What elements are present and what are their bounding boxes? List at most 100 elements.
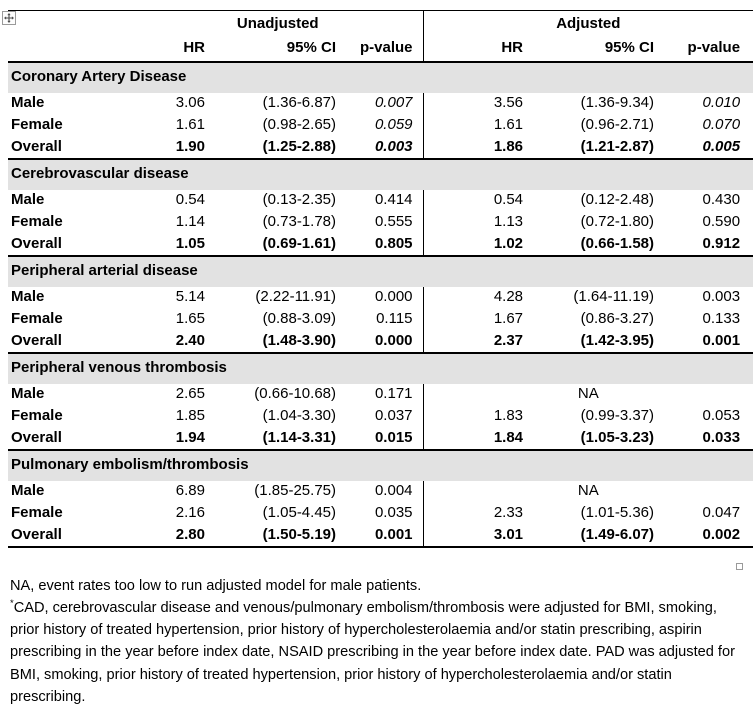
column-header-row: HR 95% CI p-value HR 95% CI p-value	[8, 36, 753, 62]
row-label: Male	[11, 482, 45, 500]
adjusted-ci-cell: (0.86-3.27)	[580, 310, 655, 328]
data-row-female: Female 1.61 (0.98-2.65) 0.059 1.61 (0.96-2.71…	[8, 114, 753, 137]
unadjusted-pvalue-cell: 0.004	[346, 480, 424, 503]
adjusted-ci-cell: (0.12-2.48)	[580, 191, 655, 209]
row-label: Overall	[11, 234, 62, 252]
row-label: Overall	[11, 428, 62, 446]
unadjusted-pvalue-cell: 0.000	[346, 286, 424, 309]
unadjusted-ci-cell: (0.98-2.65)	[262, 116, 336, 134]
data-row-female: Female 1.65 (0.88-3.09) 0.115 1.67 (0.86-3.27…	[8, 308, 753, 331]
section-header-row: Peripheral venous thrombosis	[8, 352, 754, 384]
adjusted-ci-cell: (1.01-5.36)	[580, 504, 655, 522]
data-row-overall: Overall 1.90 (1.25-2.88) 0.003 1.86 (1.21-2.8…	[8, 136, 753, 159]
section-title: Peripheral venous thrombosis	[11, 359, 227, 377]
adjusted-ci-cell: (1.49-6.07)	[580, 525, 655, 543]
unadjusted-pvalue-cell: 0.007	[346, 92, 424, 115]
section-header-row: Pulmonary embolism/thrombosis	[8, 449, 754, 481]
group-header-row: Unadjusted Adjusted	[8, 10, 753, 37]
unadjusted-pvalue-cell: 0.059	[346, 114, 424, 137]
adjusted-ci-cell: (1.64-11.19)	[573, 288, 655, 306]
adjusted-ci-cell: (0.66-1.58)	[580, 234, 655, 252]
adjusted-hr-cell: 1.83	[493, 407, 524, 425]
document-page: Unadjusted Adjusted HR 95% CI p-value HR…	[0, 10, 754, 728]
unadjusted-ci-cell: (0.13-2.35)	[262, 191, 336, 209]
data-row-overall: Overall 1.94 (1.14-3.31) 0.015 1.84 (1.05-3.2…	[8, 427, 753, 450]
adjusted-pvalue-cell: 0.590	[702, 213, 741, 231]
unadjusted-hr-cell: 5.14	[175, 288, 205, 306]
adjusted-pvalue-header: p-value	[687, 39, 741, 57]
footnote-adjustments-text: CAD, cerebrovascular disease and venous/…	[10, 599, 735, 705]
unadjusted-hr-cell: 1.94	[175, 428, 205, 446]
unadjusted-pvalue-cell: 0.171	[346, 383, 424, 406]
adjusted-pvalue-cell: 0.047	[702, 504, 741, 522]
adjusted-hr-cell: 0.54	[493, 191, 524, 209]
row-label: Male	[11, 94, 45, 112]
unadjusted-ci-cell: (1.85-25.75)	[254, 482, 336, 500]
adjusted-pvalue-cell: 0.010	[702, 94, 741, 112]
adjusted-hr-header: HR	[501, 39, 524, 57]
unadjusted-hr-cell: 2.16	[175, 504, 205, 522]
adjusted-ci-cell: (0.99-3.37)	[580, 407, 655, 425]
unadjusted-ci-cell: (1.05-4.45)	[262, 504, 336, 522]
row-label: Male	[11, 288, 45, 306]
footnote-na: NA, event rates too low to run adjusted …	[10, 577, 422, 594]
adjusted-pvalue-cell: 0.912	[702, 234, 741, 252]
section-header-row: Cerebrovascular disease	[8, 158, 754, 190]
data-row-female: Female 2.16 (1.05-4.45) 0.035 2.33 (1.01-5.36…	[8, 502, 753, 525]
unadjusted-pvalue-cell: 0.035	[346, 502, 424, 525]
unadjusted-pvalue-cell: 0.003	[346, 136, 424, 159]
adjusted-hr-cell: 1.67	[493, 310, 524, 328]
data-row-overall: Overall 2.80 (1.50-5.19) 0.001 3.01 (1.49-6.0…	[8, 524, 753, 547]
data-row-overall: Overall 2.40 (1.48-3.90) 0.000 2.37 (1.42-3.9…	[8, 330, 753, 353]
unadjusted-pvalue-cell: 0.001	[346, 524, 424, 547]
unadjusted-hr-cell: 1.05	[175, 234, 205, 252]
empty-header-cell	[8, 11, 133, 37]
adjusted-hr-cell: 2.37	[493, 331, 524, 349]
unadjusted-ci-cell: (0.66-10.68)	[254, 385, 336, 403]
unadjusted-hr-cell: 6.89	[175, 482, 205, 500]
unadjusted-hr-cell: 2.80	[175, 525, 205, 543]
data-row-male: Male 2.65 (0.66-10.68) 0.171 NA	[8, 383, 753, 406]
table-move-handle[interactable]	[2, 11, 16, 25]
row-label: Female	[11, 213, 63, 231]
unadjusted-ci-cell: (0.88-3.09)	[262, 310, 336, 328]
section-header-row: Coronary Artery Disease	[8, 61, 754, 93]
unadjusted-hr-cell: 2.65	[175, 385, 205, 403]
adjusted-group-header: Adjusted	[556, 14, 621, 32]
unadjusted-hr-cell: 1.85	[175, 407, 205, 425]
unadjusted-ci-header: 95% CI	[286, 39, 336, 57]
adjusted-hr-cell: 1.13	[493, 213, 524, 231]
adjusted-ci-cell: (1.05-3.23)	[580, 428, 655, 446]
adjusted-pvalue-cell: 0.001	[702, 331, 741, 349]
data-row-overall: Overall 1.05 (0.69-1.61) 0.805 1.02 (0.66-1.5…	[8, 233, 753, 256]
unadjusted-ci-cell: (1.48-3.90)	[262, 331, 336, 349]
unadjusted-hr-header: HR	[183, 39, 205, 57]
data-row-male: Male 3.06 (1.36-6.87) 0.007 3.56 (1.36-9.34) 0…	[8, 92, 753, 115]
results-table: Unadjusted Adjusted HR 95% CI p-value HR…	[8, 10, 754, 548]
four-way-arrow-icon	[4, 13, 14, 23]
table-resize-handle[interactable]	[736, 563, 743, 570]
unadjusted-hr-cell: 1.14	[175, 213, 205, 231]
unadjusted-ci-cell: (1.25-2.88)	[262, 137, 336, 155]
adjusted-ci-cell: (0.72-1.80)	[580, 213, 655, 231]
adjusted-ci-cell: (1.36-9.34)	[580, 94, 655, 112]
adjusted-pvalue-cell: 0.033	[702, 428, 741, 446]
adjusted-hr-cell: 3.56	[493, 94, 524, 112]
adjusted-pvalue-cell: 0.070	[702, 116, 741, 134]
unadjusted-ci-cell: (0.73-1.78)	[262, 213, 336, 231]
adjusted-pvalue-cell: 0.430	[702, 191, 741, 209]
unadjusted-pvalue-cell: 0.015	[346, 427, 424, 450]
footnote-adjustments: *CAD, cerebrovascular disease and venous…	[10, 597, 742, 708]
row-label: Overall	[11, 331, 62, 349]
adjusted-hr-cell: 2.33	[493, 504, 524, 522]
data-row-male: Male 0.54 (0.13-2.35) 0.414 0.54 (0.12-2.48) 0…	[8, 189, 753, 212]
adjusted-na-cell: NA	[577, 482, 599, 500]
adjusted-pvalue-cell: 0.133	[702, 310, 741, 328]
unadjusted-pvalue-header: p-value	[346, 36, 424, 62]
unadjusted-ci-cell: (1.36-6.87)	[262, 94, 336, 112]
section-title: Coronary Artery Disease	[11, 68, 187, 86]
adjusted-ci-cell: (1.21-2.87)	[580, 137, 655, 155]
row-label: Male	[11, 191, 45, 209]
data-row-male: Male 5.14 (2.22-11.91) 0.000 4.28 (1.64-11.19…	[8, 286, 753, 309]
adjusted-pvalue-cell: 0.002	[702, 525, 741, 543]
